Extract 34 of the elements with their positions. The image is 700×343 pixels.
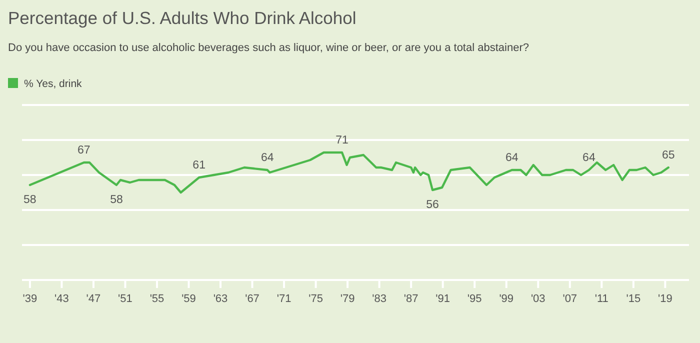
x-tick-label: '83 (372, 293, 386, 305)
x-tick-label: '95 (467, 293, 482, 305)
x-tick-label: '43 (54, 293, 69, 305)
legend-label: % Yes, drink (24, 78, 83, 90)
data-label: 65 (662, 150, 675, 162)
x-tick-label: '71 (276, 293, 292, 305)
data-label: 64 (582, 152, 596, 164)
x-tick-label: '19 (658, 293, 672, 305)
x-tick-label: '07 (562, 293, 578, 305)
x-tick-label: '79 (340, 293, 355, 305)
x-tick-label: '87 (404, 293, 418, 305)
x-tick-label: '63 (213, 293, 228, 305)
data-label: 58 (110, 194, 123, 206)
x-tick-label: '91 (436, 293, 450, 305)
chart-title: Percentage of U.S. Adults Who Drink Alcohol (8, 8, 356, 28)
x-tick-label: '99 (499, 293, 514, 305)
x-tick-label: '15 (626, 293, 641, 305)
x-tick-label: '39 (22, 293, 38, 305)
x-tick-label: '55 (150, 293, 164, 305)
x-tick-label: '51 (118, 293, 132, 305)
x-tick-label: '03 (530, 293, 546, 305)
x-tick-label: '59 (182, 293, 196, 305)
data-label: 64 (260, 152, 274, 164)
x-tick-label: '11 (594, 293, 608, 305)
chart-subtitle: Do you have occasion to use alcoholic beverages such as liquor, wine or beer, or are you a total abstainer? (8, 42, 529, 54)
data-label: 58 (24, 194, 36, 206)
x-tick-label: '67 (245, 293, 260, 305)
x-tick-label: '47 (86, 293, 101, 305)
data-label: 71 (336, 134, 348, 146)
x-tick-label: '75 (308, 293, 323, 305)
data-label: 56 (426, 199, 439, 211)
data-label: 61 (192, 160, 206, 172)
data-label: 64 (506, 152, 519, 164)
data-label: 67 (78, 144, 90, 156)
